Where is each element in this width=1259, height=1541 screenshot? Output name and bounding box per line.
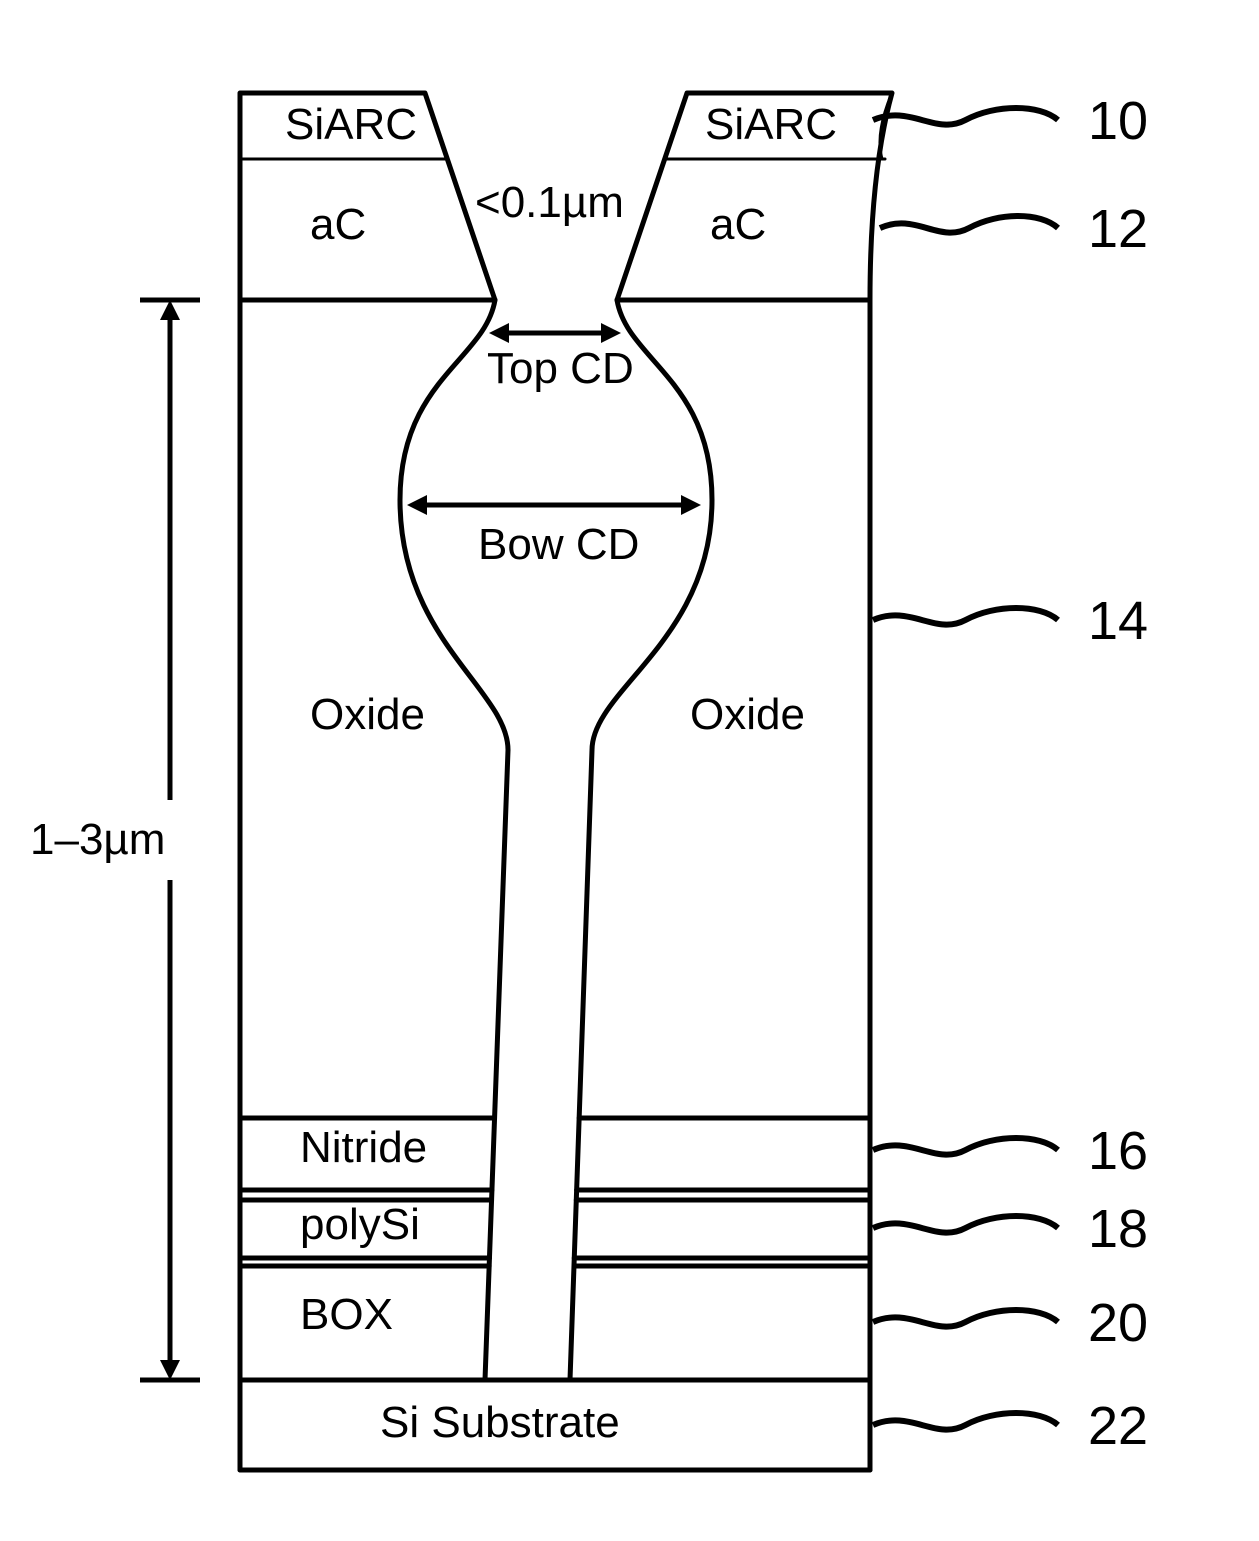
diagram-svg	[0, 0, 1259, 1541]
label-polysi: polySi	[300, 1200, 420, 1250]
label-nitride: Nitride	[300, 1123, 427, 1173]
label-oxide-left: Oxide	[310, 690, 425, 740]
label-bow-cd: Bow CD	[478, 520, 639, 570]
ref-22: 22	[1088, 1395, 1148, 1457]
ref-20: 20	[1088, 1292, 1148, 1354]
label-oxide-right: Oxide	[690, 690, 805, 740]
label-ac-left: aC	[310, 200, 366, 250]
diagram-canvas: SiARC SiARC aC aC <0.1µm Top CD Bow CD O…	[0, 0, 1259, 1541]
label-substrate: Si Substrate	[380, 1398, 620, 1448]
label-opening: <0.1µm	[475, 178, 624, 228]
ref-18: 18	[1088, 1198, 1148, 1260]
label-height: 1–3µm	[30, 815, 165, 865]
ref-10: 10	[1088, 90, 1148, 152]
label-box: BOX	[300, 1290, 393, 1340]
label-ac-right: aC	[710, 200, 766, 250]
label-siarc-right: SiARC	[705, 100, 837, 150]
ref-14: 14	[1088, 590, 1148, 652]
ref-16: 16	[1088, 1120, 1148, 1182]
label-siarc-left: SiARC	[285, 100, 417, 150]
label-top-cd: Top CD	[487, 344, 634, 394]
ref-12: 12	[1088, 198, 1148, 260]
